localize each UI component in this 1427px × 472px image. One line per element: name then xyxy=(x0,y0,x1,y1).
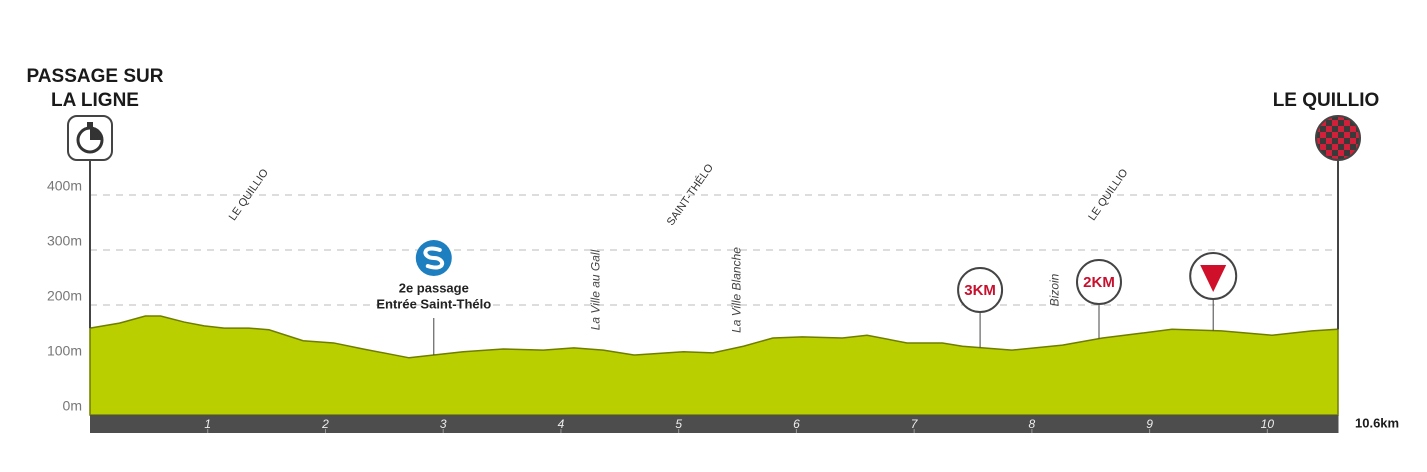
y-tick-label: 400m xyxy=(47,178,82,194)
commune-label: SAINT-THÉLO xyxy=(664,161,716,228)
checker-cell xyxy=(1356,156,1360,160)
y-tick-label: 0m xyxy=(63,398,82,414)
checker-cell xyxy=(1326,138,1332,144)
sprint-label: 2e passage xyxy=(399,280,469,295)
checker-cell xyxy=(1332,120,1338,126)
flamme-triangle xyxy=(1200,265,1227,292)
x-tick-label: 7 xyxy=(911,417,919,431)
place-label: La Ville au Gall xyxy=(588,249,602,330)
place-label: Bizoin xyxy=(1048,273,1062,306)
x-tick-label: 5 xyxy=(675,417,682,431)
checker-cell xyxy=(1338,150,1344,156)
marker-label: 2KM xyxy=(1083,274,1115,291)
y-tick-label: 300m xyxy=(47,233,82,249)
marker-icon xyxy=(1075,259,1122,305)
x-tick-label: 1 xyxy=(204,417,211,431)
checker-cell xyxy=(1332,144,1338,150)
start-title: LA LIGNE xyxy=(51,90,139,111)
y-tick-label: 200m xyxy=(47,288,82,304)
stopwatch-hand xyxy=(90,129,101,140)
checker-cell xyxy=(1326,126,1332,132)
checker-cell xyxy=(1320,144,1326,150)
marker-icon xyxy=(957,267,1004,313)
x-axis-bar xyxy=(90,415,1338,433)
checker-cell xyxy=(1344,132,1350,138)
x-tick-label: 9 xyxy=(1146,417,1153,431)
checker-cell xyxy=(1356,132,1360,138)
x-tick-label: 6 xyxy=(793,417,800,431)
checker-cell xyxy=(1350,126,1356,132)
checker-cell xyxy=(1344,120,1350,126)
x-end-label: 10.6km xyxy=(1355,415,1399,430)
y-tick-label: 100m xyxy=(47,343,82,359)
checker-cell xyxy=(1338,138,1344,144)
checker-cell xyxy=(1338,126,1344,132)
x-tick-label: 4 xyxy=(558,417,565,431)
elevation-area xyxy=(89,315,1339,416)
stopwatch-crown xyxy=(87,122,93,127)
x-tick-label: 2 xyxy=(321,417,329,431)
marker-label: 3KM xyxy=(964,282,996,299)
finish-title: LE QUILLIO xyxy=(1273,90,1380,111)
finish-checker xyxy=(1316,116,1360,160)
x-tick-label: 10 xyxy=(1261,417,1275,431)
checker-cell xyxy=(1344,144,1350,150)
x-tick-label: 3 xyxy=(440,417,447,431)
start-title: PASSAGE SUR xyxy=(27,66,164,87)
sprint-label: Entrée Saint-Thélo xyxy=(376,296,491,311)
checker-cell xyxy=(1320,132,1326,138)
sprint-s xyxy=(423,246,445,270)
place-label: La Ville Blanche xyxy=(730,247,744,333)
checker-cell xyxy=(1332,156,1338,160)
x-tick-label: 8 xyxy=(1029,417,1036,431)
checker-cell xyxy=(1350,138,1356,144)
finish-ring xyxy=(1315,115,1361,161)
checker-cell xyxy=(1316,138,1320,144)
checker-cell xyxy=(1316,116,1320,120)
checker-cell xyxy=(1338,116,1344,120)
checker-cell xyxy=(1332,132,1338,138)
checker-cell xyxy=(1326,150,1332,156)
